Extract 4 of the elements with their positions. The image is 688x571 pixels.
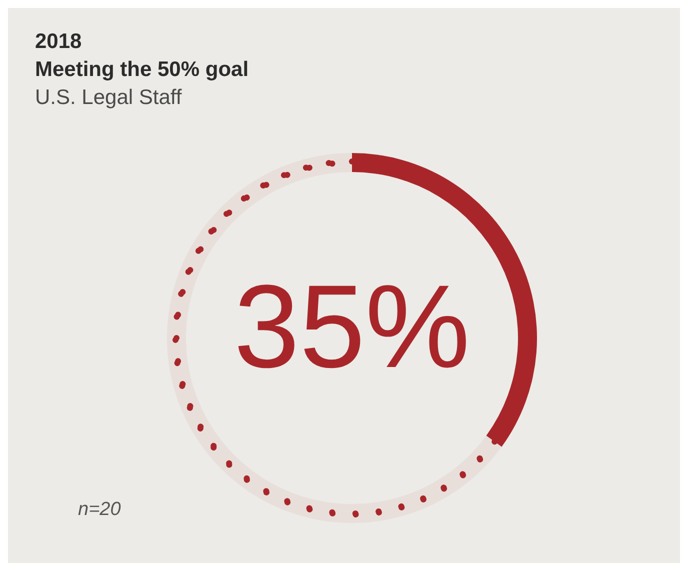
chart-subtitle: U.S. Legal Staff — [35, 86, 182, 109]
chart-title: 2018 Meeting the 50% goal — [35, 30, 249, 81]
text: n=20 — [78, 499, 122, 520]
data-label: 35% — [234, 261, 470, 393]
